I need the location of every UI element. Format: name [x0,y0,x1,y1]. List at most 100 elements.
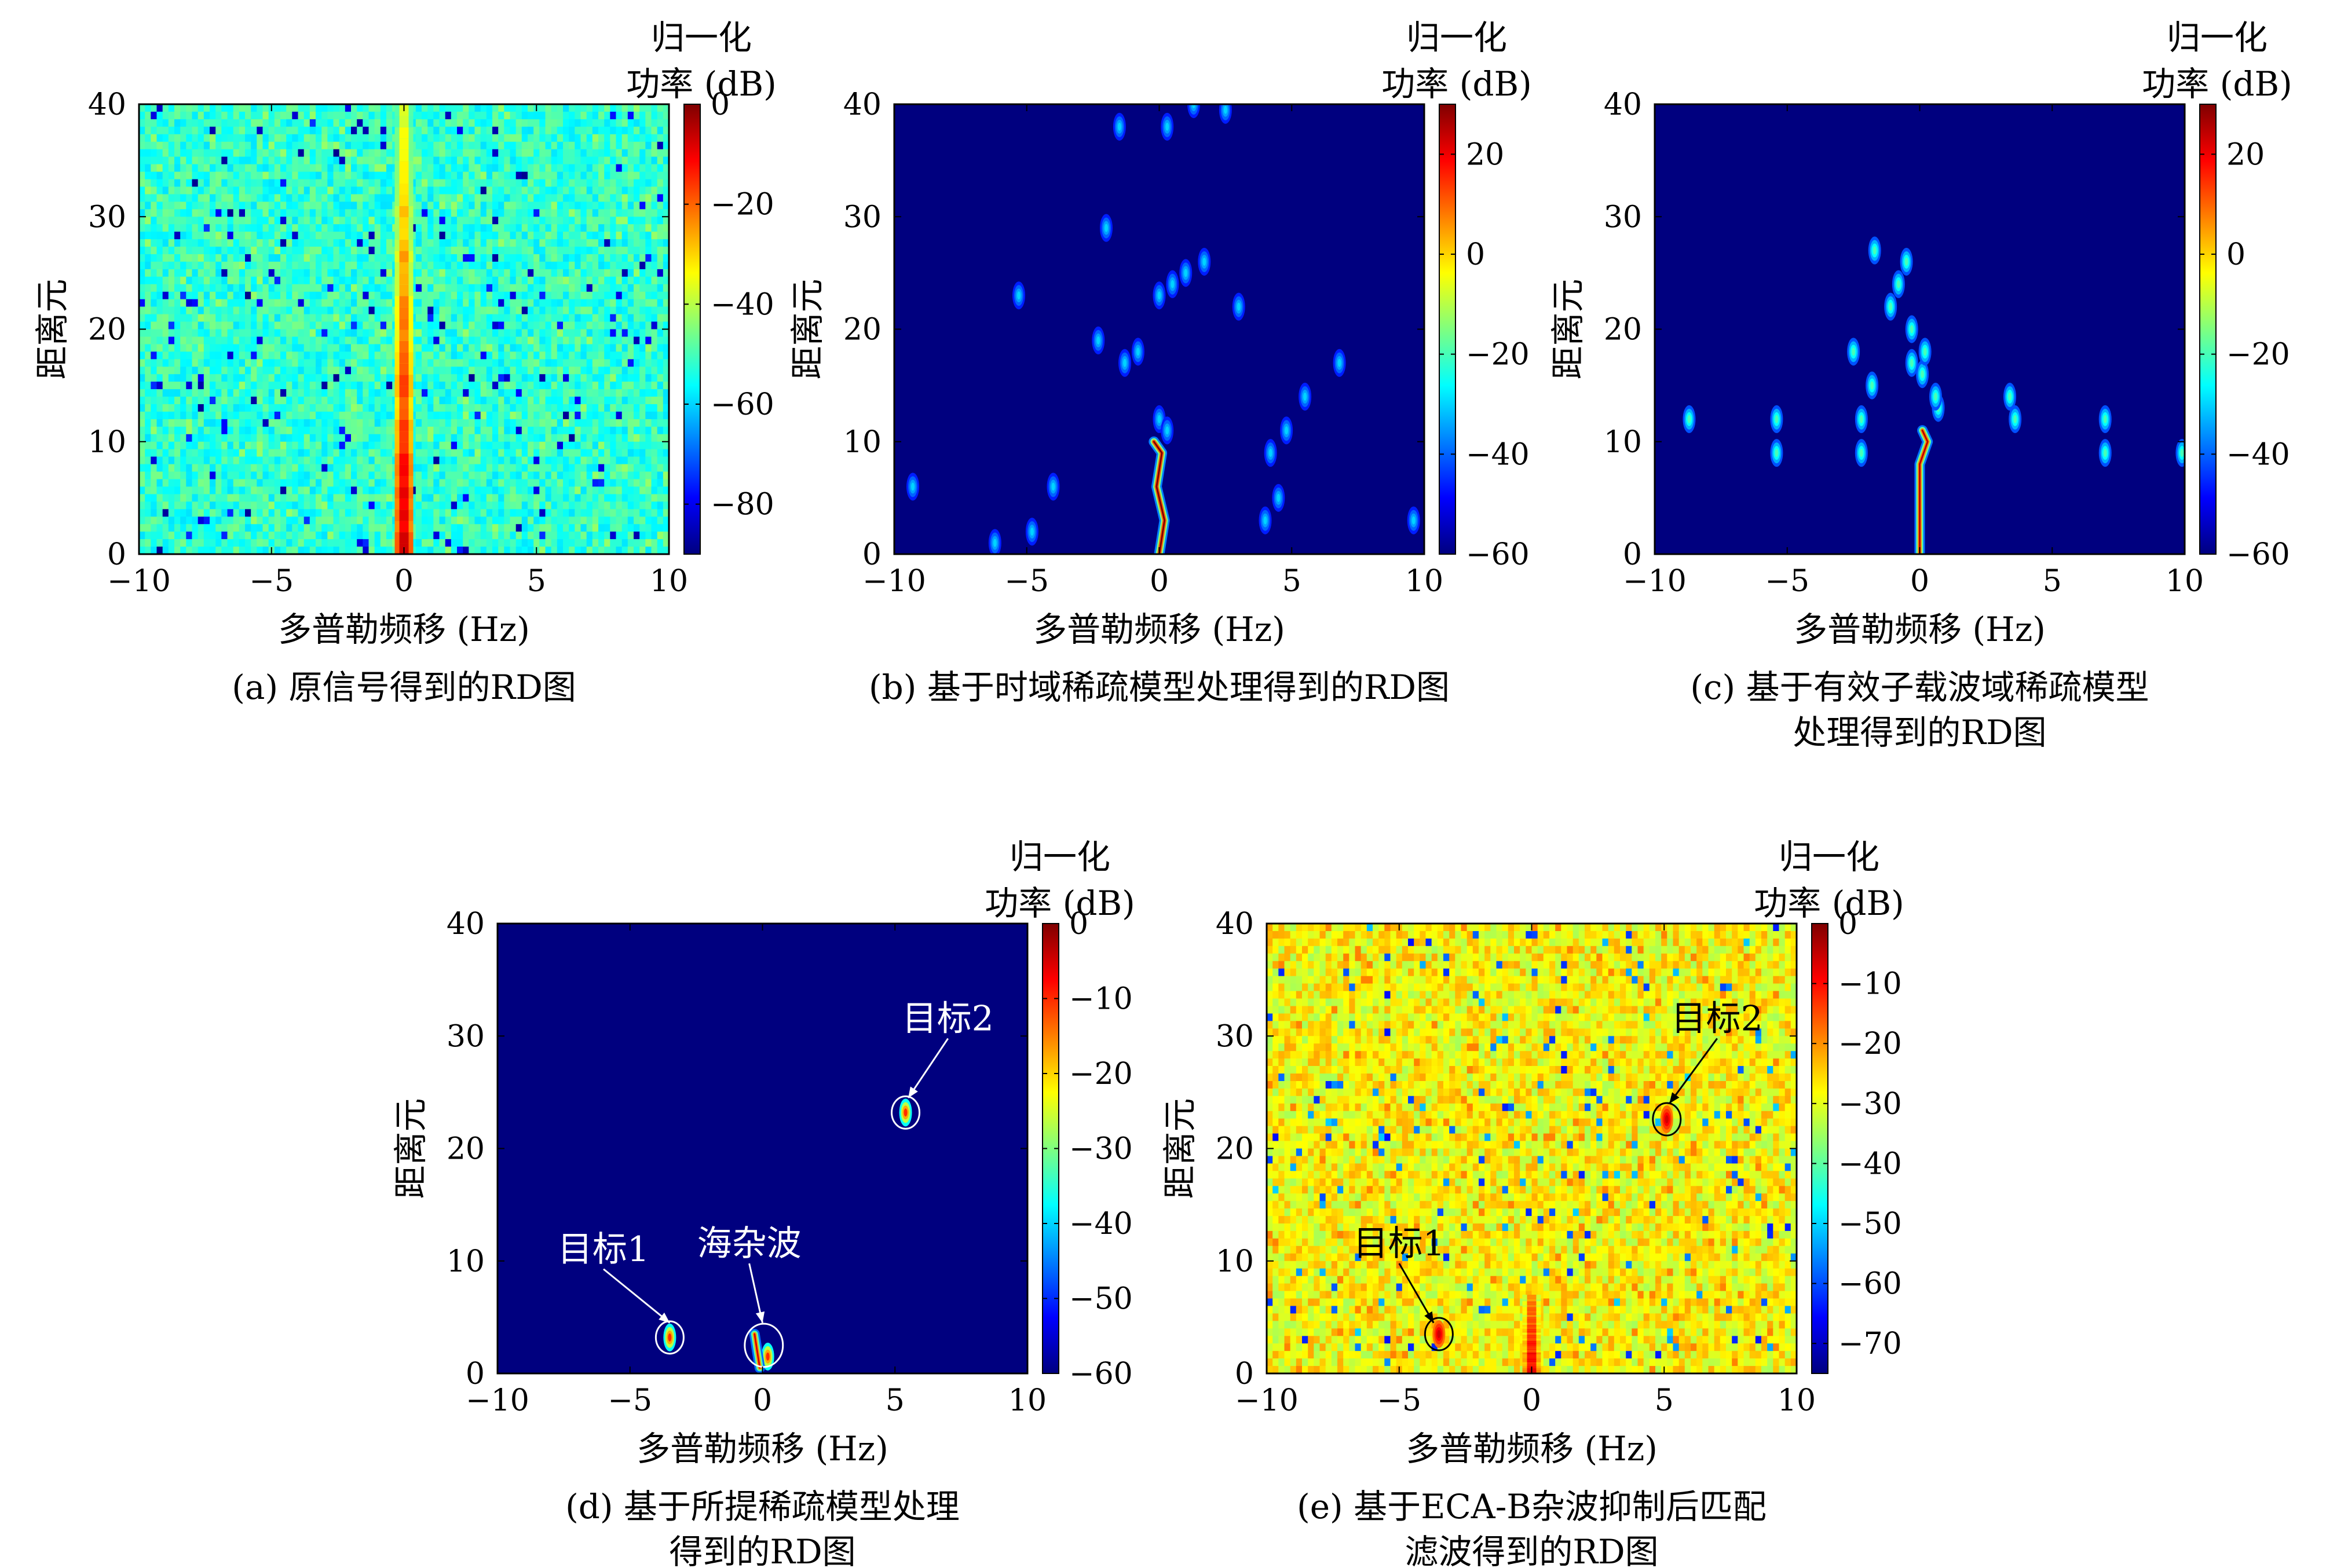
noise-cell [145,344,151,357]
noise-cell [233,156,240,169]
noise-cell [645,291,652,304]
noise-cell [575,239,582,251]
noise-cell [245,397,251,409]
noise-cell [351,254,357,266]
noise-cell [621,449,628,461]
noise-cell [586,119,593,131]
noise-cell [198,336,204,349]
noise-cell [504,254,511,266]
noise-cell [274,314,281,327]
noise-cell [575,179,582,192]
noise-cell [580,261,587,274]
noise-cell [227,471,234,484]
noise-cell [592,321,599,334]
noise-cell [292,426,299,439]
noise-cell [610,141,617,154]
noise-cell [604,336,610,349]
noise-cell [380,149,387,162]
noise-cell [539,239,546,251]
noise-cell [380,516,387,529]
noise-cell [569,494,575,507]
noise-cell [586,359,593,371]
noise-cell [374,269,381,281]
noise-cell [510,134,517,146]
noise-cell [233,434,240,446]
noise-cell [292,126,299,139]
noise-cell [368,501,375,514]
noise-cell [215,119,222,131]
noise-cell [262,374,269,386]
noise-cell [174,141,181,154]
noise-cell [303,119,310,131]
noise-cell [339,389,346,401]
noise-cell [457,501,463,514]
noise-cell [274,119,281,131]
noise-cell [469,344,476,357]
noise-cell [657,434,664,446]
noise-cell [203,397,210,409]
noise-cell [521,224,528,236]
noise-cell [374,261,381,274]
noise-cell [139,291,145,304]
noise-cell [203,119,210,131]
noise-cell [533,261,540,274]
noise-cell [433,464,440,477]
noise-cell [486,329,493,342]
noise-cell [463,306,469,319]
noise-cell [663,299,669,312]
noise-cell [156,479,163,492]
noise-cell [303,254,310,266]
noise-cell [616,126,623,139]
noise-cell [239,194,246,207]
noise-cell [233,471,240,484]
noise-cell [610,247,617,259]
noise-cell [180,239,186,251]
noise-cell [634,426,640,439]
noise-cell [533,509,540,521]
noise-cell [515,509,522,521]
noise-cell [239,471,246,484]
noise-cell [469,164,476,177]
noise-cell [528,486,534,499]
noise-cell [292,314,299,327]
noise-cell [363,501,370,514]
noise-cell [598,104,605,116]
noise-cell [592,359,599,371]
noise-cell [515,269,522,281]
noise-cell [339,291,346,304]
noise-cell [557,329,564,342]
noise-cell [663,336,669,349]
noise-cell [345,111,352,124]
noise-cell [563,426,569,439]
noise-cell [345,261,352,274]
noise-cell [469,367,476,379]
noise-cell [363,171,370,184]
noise-cell [422,411,428,424]
noise-cell [551,217,558,229]
noise-cell [627,104,634,116]
noise-cell [533,247,540,259]
noise-cell [227,269,234,281]
noise-cell [268,434,275,446]
noise-cell [657,104,664,116]
noise-cell [463,232,469,244]
noise-cell [316,291,322,304]
noise-cell [474,382,481,394]
noise-cell [492,329,499,342]
noise-cell [598,329,605,342]
noise-cell [286,426,292,439]
noise-cell [492,501,499,514]
noise-cell [539,441,546,454]
noise-cell [498,269,504,281]
noise-cell [427,164,434,177]
noise-cell [586,247,593,259]
noise-cell [645,344,652,357]
noise-cell [174,426,181,439]
noise-cell [274,509,281,521]
noise-cell [363,164,370,177]
noise-cell [286,171,292,184]
noise-cell [139,389,145,401]
noise-cell [280,239,287,251]
noise-cell [528,464,534,477]
noise-cell [528,494,534,507]
